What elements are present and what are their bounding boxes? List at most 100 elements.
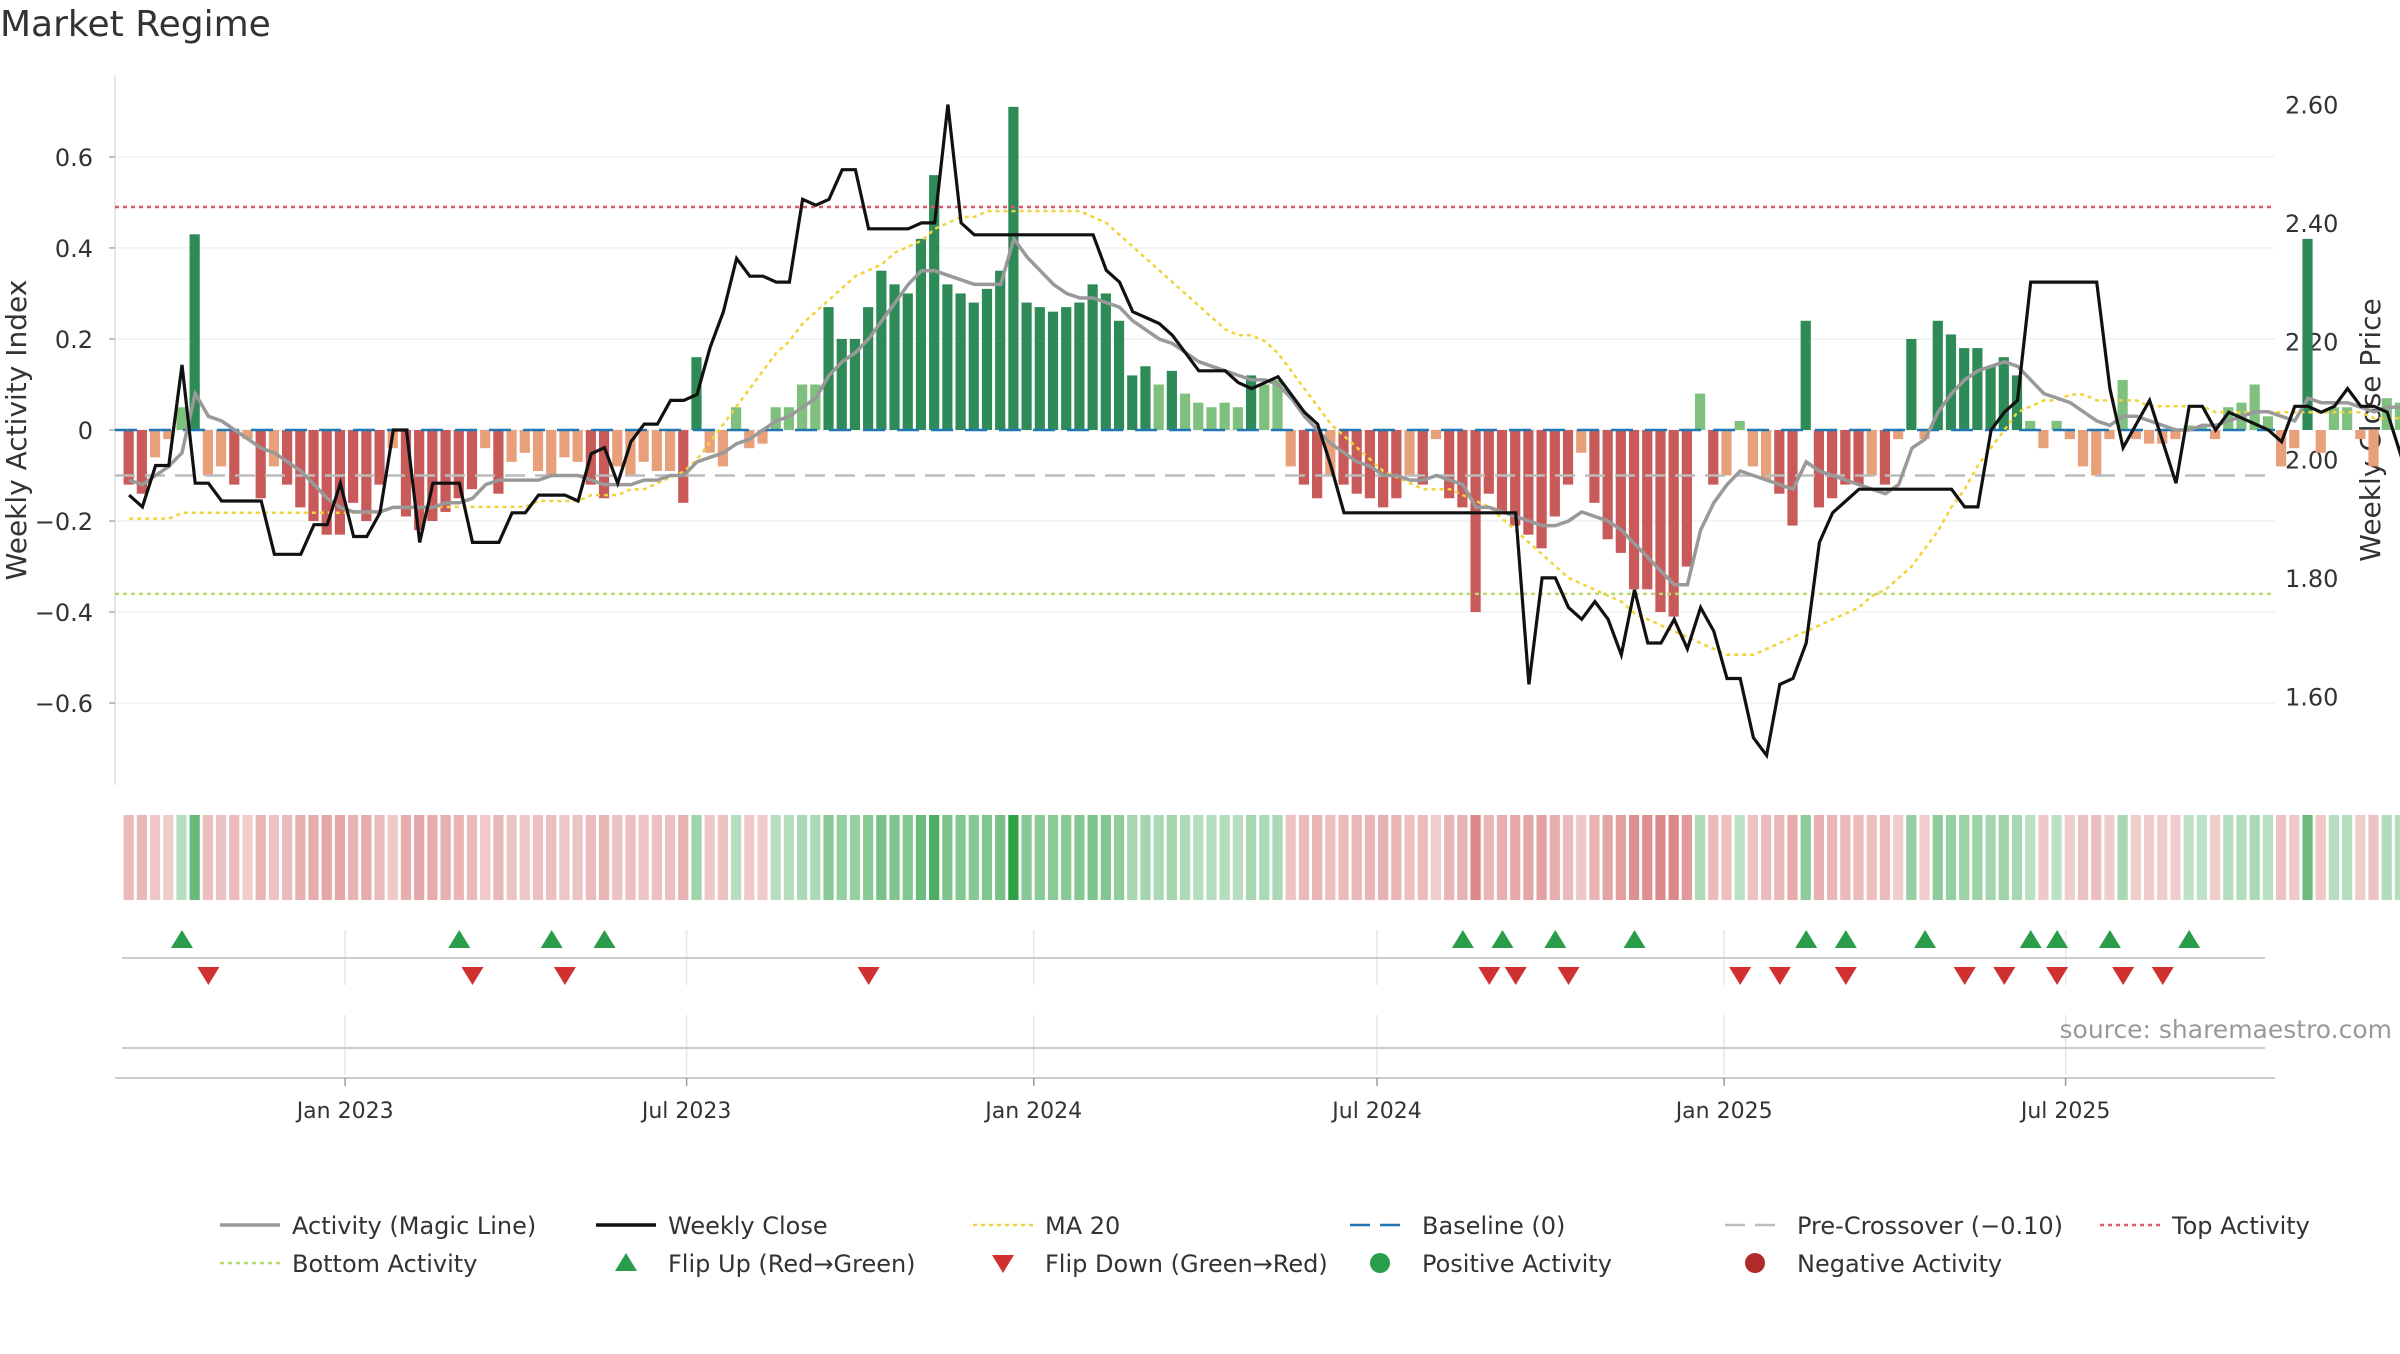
activity-bar (480, 430, 491, 449)
activity-bar (2249, 384, 2260, 430)
regime-strip-cell (2302, 815, 2313, 900)
regime-strip-cell (334, 815, 346, 900)
activity-bar (915, 238, 927, 430)
regime-strip-cell (849, 815, 861, 900)
activity-bar (1034, 307, 1045, 430)
regime-strip-cell (664, 815, 676, 900)
activity-bar (757, 430, 768, 444)
regime-strip-cell (704, 815, 715, 900)
activity-bar (1615, 430, 1626, 553)
flip-up-marker (170, 930, 193, 948)
chart-title: Market Regime (0, 4, 271, 45)
flip-down-marker (2112, 967, 2135, 985)
activity-bar (823, 307, 834, 430)
regime-strip-cell (1378, 815, 1389, 900)
regime-strip-cell (1100, 815, 1111, 900)
activity-bar (1562, 430, 1574, 485)
regime-strip-cell (585, 815, 596, 900)
regime-strip-cell (1074, 815, 1085, 900)
activity-bar (678, 430, 689, 503)
regime-strip-cell (1510, 815, 1521, 900)
activity-bar (1879, 430, 1891, 485)
activity-bar (1259, 384, 1270, 430)
activity-bar (1483, 430, 1494, 494)
y-tick-label: 0 (78, 417, 93, 445)
activity-bar (2143, 430, 2155, 444)
activity-bar (1602, 430, 1613, 540)
activity-bar (889, 284, 900, 430)
y-tick-label: 0.2 (55, 326, 93, 354)
regime-strip-cell (361, 815, 372, 900)
flip-down-marker (461, 967, 484, 985)
regime-strip-cell (1140, 815, 1151, 900)
regime-strip-cell (1985, 815, 1996, 900)
activity-bar (968, 302, 979, 430)
legend-item: Flip Up (Red→Green) (615, 1250, 916, 1278)
activity-bar (625, 430, 636, 476)
activity-bar (1681, 430, 1692, 567)
regime-strip-cell (1827, 815, 1838, 900)
regime-strip-cell (2262, 815, 2273, 900)
regime-strip-cell (1338, 815, 1349, 900)
activity-bar (2394, 402, 2400, 430)
legend-label: Negative Activity (1797, 1250, 2002, 1278)
activity-bar (1523, 430, 1534, 535)
activity-bar (612, 430, 623, 467)
x-tick-label: Jul 2023 (640, 1099, 732, 1124)
regime-strip-cell (176, 815, 187, 900)
activity-bar (1694, 393, 1706, 430)
y2-tick-label: 2.60 (2285, 92, 2338, 120)
regime-strip-cell (1351, 815, 1362, 900)
regime-strip-cell (783, 815, 795, 900)
legend-item: Negative Activity (1745, 1250, 2002, 1278)
activity-bar (519, 430, 530, 453)
regime-strip-cell (1549, 815, 1560, 900)
regime-strip-cell (229, 815, 240, 900)
activity-bar (2038, 430, 2049, 449)
activity-bar (1430, 430, 1442, 440)
activity-bar (1140, 366, 1151, 430)
y-tick-label: −0.6 (35, 690, 93, 718)
activity-bar (1206, 407, 1217, 430)
regime-strip-cell (2011, 815, 2023, 900)
activity-bar (1496, 430, 1508, 512)
regime-strip-cell (1232, 815, 1243, 900)
regime-strip-cell (1879, 815, 1891, 900)
regime-strip-cell (717, 815, 728, 900)
regime-strip-cell (968, 815, 979, 900)
activity-bar (189, 234, 200, 430)
activity-bar (2104, 430, 2115, 440)
activity-bar (810, 384, 821, 430)
legend-item: Pre-Crossover (−0.10) (1725, 1212, 2063, 1240)
regime-strip-cell (414, 815, 425, 900)
activity-bar (2223, 407, 2234, 430)
regime-strip-cell (2236, 815, 2247, 900)
regime-strip-cell (2381, 815, 2392, 900)
x-tick-label: Jul 2024 (1330, 1099, 1422, 1124)
activity-bar (1576, 430, 1587, 453)
legend-label: Positive Activity (1422, 1250, 1612, 1278)
regime-strip-cell (1404, 815, 1415, 900)
regime-strip-cell (1721, 815, 1732, 900)
activity-bar (942, 284, 953, 430)
activity-bar (1153, 384, 1164, 430)
regime-strip-cell (1787, 815, 1798, 900)
activity-bar (559, 430, 570, 458)
activity-bar (2302, 238, 2313, 430)
regime-strip-cell (598, 815, 610, 900)
activity-bar (1932, 320, 1943, 430)
activity-bar (1853, 430, 1864, 485)
activity-bar (282, 430, 293, 485)
regime-strip-cell (1087, 815, 1098, 900)
activity-bar (1457, 430, 1468, 508)
regime-strip-cell (1655, 815, 1666, 900)
regime-strip-cell (374, 815, 385, 900)
activity-bar (2117, 379, 2128, 430)
regime-strip-cell (2276, 815, 2287, 900)
regime-strip-cell (1483, 815, 1494, 900)
regime-strip-cell (1893, 815, 1904, 900)
regime-strip-cell (863, 815, 874, 900)
activity-bar (1444, 430, 1455, 499)
y2-tick-label: 1.60 (2285, 683, 2338, 711)
activity-bar (730, 407, 742, 430)
